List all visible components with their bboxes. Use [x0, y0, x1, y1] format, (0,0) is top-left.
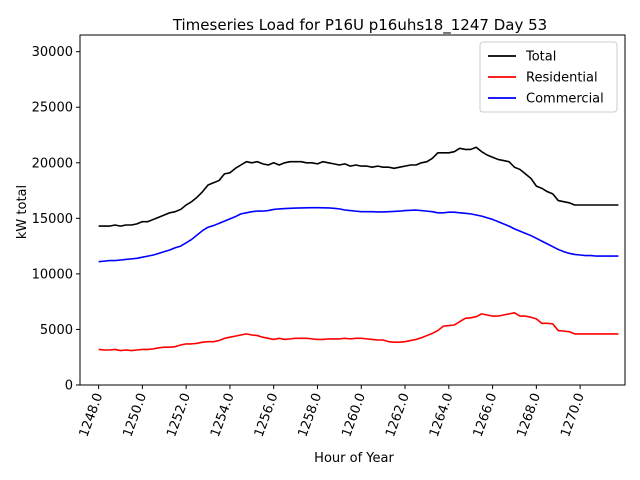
chart-title: Timeseries Load for P16U p16uhs18_1247 D…	[172, 16, 547, 35]
series-line-commercial	[98, 206, 619, 263]
legend: Total Residential Commercial	[479, 41, 618, 113]
legend-label-residential: Residential	[526, 71, 598, 86]
plot-frame	[79, 34, 626, 386]
y-tick-label: 30000	[32, 45, 73, 60]
series-line-total	[98, 146, 619, 227]
y-tick-label: 15000	[32, 212, 73, 227]
legend-label-total: Total	[525, 50, 556, 65]
legend-box	[479, 41, 618, 113]
x-axis-label: Hour of Year	[314, 451, 394, 466]
series-layer	[98, 146, 619, 352]
y-axis-label: kW total	[15, 185, 30, 239]
y-tick-label: 5000	[40, 323, 73, 338]
series-line-residential	[98, 311, 619, 352]
y-tick-label: 25000	[32, 101, 73, 116]
legend-label-commercial: Commercial	[526, 92, 604, 107]
y-tick-label: 20000	[32, 156, 73, 171]
y-tick-label: 0	[65, 379, 73, 394]
y-tick-label: 10000	[32, 267, 73, 282]
